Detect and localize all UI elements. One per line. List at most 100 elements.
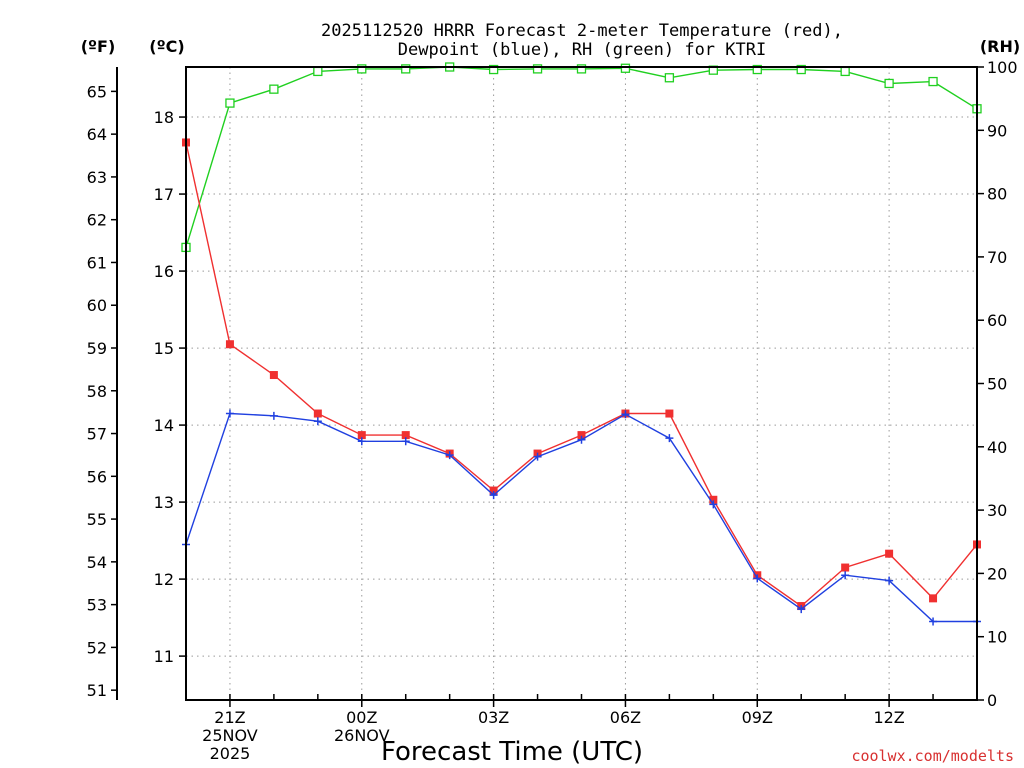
rh-point [576,64,587,74]
x-tick-label: 03Z [478,708,509,727]
dewpoint-series [182,409,981,626]
rh-point [664,73,675,83]
fahrenheit-tick-label: 56 [87,467,107,486]
fahrenheit-axis: 51 52 53 54 55 56 57 58 59 60 61 62 63 64 65 [87,67,118,700]
rh-tick-label: 60 [987,311,1007,330]
rh-point [884,78,894,89]
rh-unit-label: (RH) [980,37,1020,56]
dewpoint-point [621,410,630,419]
dewpoint-point [753,574,762,583]
dewpoint-point [357,437,366,446]
temperature-point [885,549,894,558]
rh-point [532,64,543,74]
dewpoint-point [533,452,542,461]
fahrenheit-tick-label: 51 [87,681,107,700]
rh-point [796,64,806,75]
celsius-tick-label: 16 [154,262,174,281]
temperature-point [577,431,586,440]
rh-point [488,64,499,75]
rh-tick-label: 80 [987,185,1007,204]
rh-tick-label: 40 [987,438,1007,457]
temperature-point [269,371,278,380]
dewpoint-line [185,412,977,623]
x-tick-label: 2025 [210,744,251,763]
dewpoint-point [445,451,454,460]
rh-tick-label: 20 [987,564,1007,583]
temperature-point [313,409,322,418]
rh-tick-label: 70 [987,248,1007,267]
celsius-unit-label: (ºC) [149,37,184,56]
x-tick-label: 12Z [873,708,904,727]
temperature-point [929,594,938,603]
temperature-point [841,563,850,572]
x-tick-label: 06Z [610,708,641,727]
fahrenheit-tick-label: 65 [87,82,107,101]
temperature-series [182,138,981,611]
fahrenheit-tick-label: 55 [87,510,107,529]
rh-point [269,84,279,94]
x-tick-label: 25NOV [202,726,258,745]
rh-point [225,98,235,108]
rh-series [181,62,982,253]
rh-point [357,64,367,74]
celsius-tick-label: 15 [154,339,174,358]
rh-tick-label: 10 [987,628,1007,647]
temperature-point [401,431,410,440]
temperature-point [357,431,366,440]
temperature-point [709,495,718,504]
rh-point [752,64,762,75]
celsius-tick-label: 14 [154,416,174,435]
dewpoint-point [269,411,278,420]
rh-tick-label: 50 [987,375,1007,394]
dewpoint-point [577,435,586,444]
dewpoint-point [797,605,806,614]
rh-tick-label: 0 [987,691,997,710]
celsius-tick-label: 17 [154,185,174,204]
dewpoint-point [709,500,718,509]
fahrenheit-tick-label: 60 [87,296,107,315]
temperature-line [185,142,978,607]
fahrenheit-tick-label: 61 [87,253,107,272]
dewpoint-point [225,409,234,418]
fahrenheit-tick-label: 58 [87,382,107,401]
fahrenheit-tick-label: 52 [87,638,107,657]
x-tick-label: 09Z [742,708,773,727]
rh-tick-label: 30 [987,501,1007,520]
x-tick-label: 21Z [214,708,245,727]
fahrenheit-tick-label: 62 [87,211,107,230]
fahrenheit-unit-label: (ºF) [81,37,116,56]
fahrenheit-tick-label: 57 [87,425,107,444]
dewpoint-point [841,571,850,580]
fahrenheit-tick-label: 53 [87,596,107,615]
x-tick-label: 26NOV [334,726,390,745]
celsius-tick-label: 11 [154,647,174,666]
rh-tick-label: 100 [987,58,1018,77]
fahrenheit-tick-label: 59 [87,339,107,358]
celsius-tick-label: 18 [154,108,174,127]
gridlines [186,67,977,700]
dewpoint-point [885,576,894,585]
rh-point [313,66,323,77]
celsius-axis: 11 12 13 14 15 16 17 18 [154,108,186,666]
credit-text: coolwx.com/modelts [851,747,1014,765]
chart-title-block: 2025112520 HRRR Forecast 2-meter Tempera… [321,21,843,60]
rh-point [620,63,631,73]
celsius-tick-label: 12 [154,570,174,589]
x-axis-label: Forecast Time (UTC) [381,737,643,767]
temperature-point [225,340,234,349]
temperature-point [665,409,674,418]
rh-axis: 0 10 20 30 40 50 60 70 80 90 100 [977,58,1018,710]
chart-subtitle: Dewpoint (blue), RH (green) for KTRI [398,40,766,60]
celsius-tick-label: 13 [154,493,174,512]
temperature-point [489,486,498,495]
rh-line [185,66,978,248]
dewpoint-point [313,417,322,426]
dewpoint-point [489,491,498,500]
rh-point [401,64,411,74]
dewpoint-point [665,434,674,443]
rh-point [928,76,938,87]
series-layer [181,62,982,626]
fahrenheit-tick-label: 63 [87,168,107,187]
